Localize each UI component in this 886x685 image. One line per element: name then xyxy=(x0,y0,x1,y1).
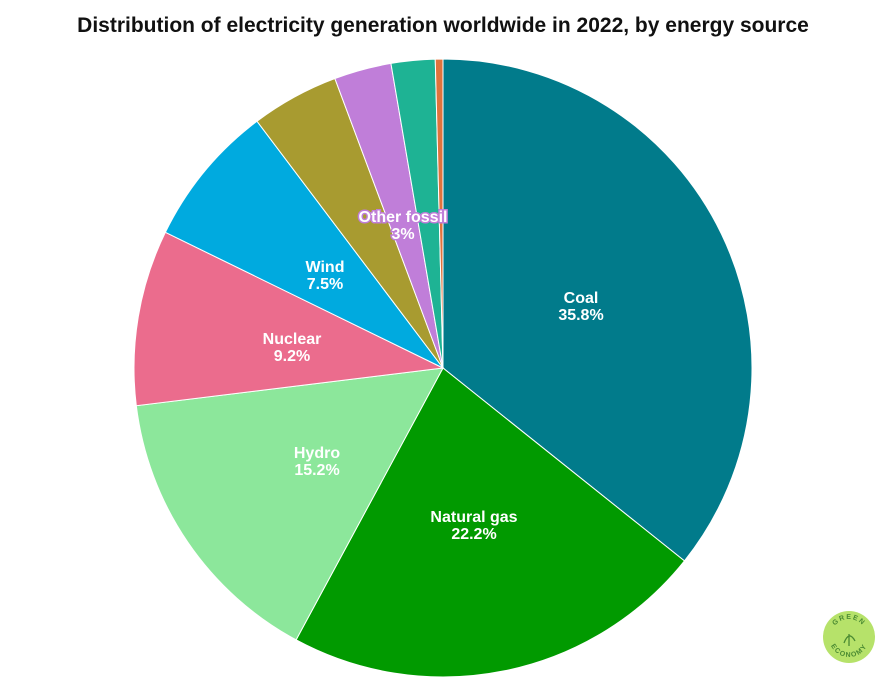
slice-label-nuclear: Nuclear xyxy=(263,331,322,348)
pie-slice-hydro xyxy=(135,367,444,641)
slice-value-coal: 35.8% xyxy=(558,307,603,324)
slice-label-coal: Coal xyxy=(564,290,599,307)
slice-label-hydro: Hydro xyxy=(294,445,340,462)
slice-label-wind: Wind xyxy=(306,259,345,276)
pie-slice-wind xyxy=(164,120,444,369)
green-economy-logo: GREEN ECONOMY xyxy=(823,611,875,663)
pie-slice-natural-gas xyxy=(295,367,686,678)
slice-label-natural-gas: Natural gas xyxy=(430,509,517,526)
slice-value-wind: 7.5% xyxy=(307,276,343,293)
slice-value-hydro: 15.2% xyxy=(294,462,339,479)
leaf-icon xyxy=(843,634,856,646)
slice-label-other-fossil: Other fossil xyxy=(359,209,448,226)
slice-value-natural-gas: 22.2% xyxy=(451,526,496,543)
pie-slice-unlabeled-8 xyxy=(434,58,444,369)
slice-value-nuclear: 9.2% xyxy=(274,348,310,365)
chart-title: Distribution of electricity generation w… xyxy=(77,14,809,37)
pie-slices xyxy=(133,58,753,678)
slice-value-other-fossil: 3% xyxy=(391,226,414,243)
pie-slice-coal xyxy=(442,58,753,562)
pie-slice-nuclear xyxy=(133,231,445,407)
